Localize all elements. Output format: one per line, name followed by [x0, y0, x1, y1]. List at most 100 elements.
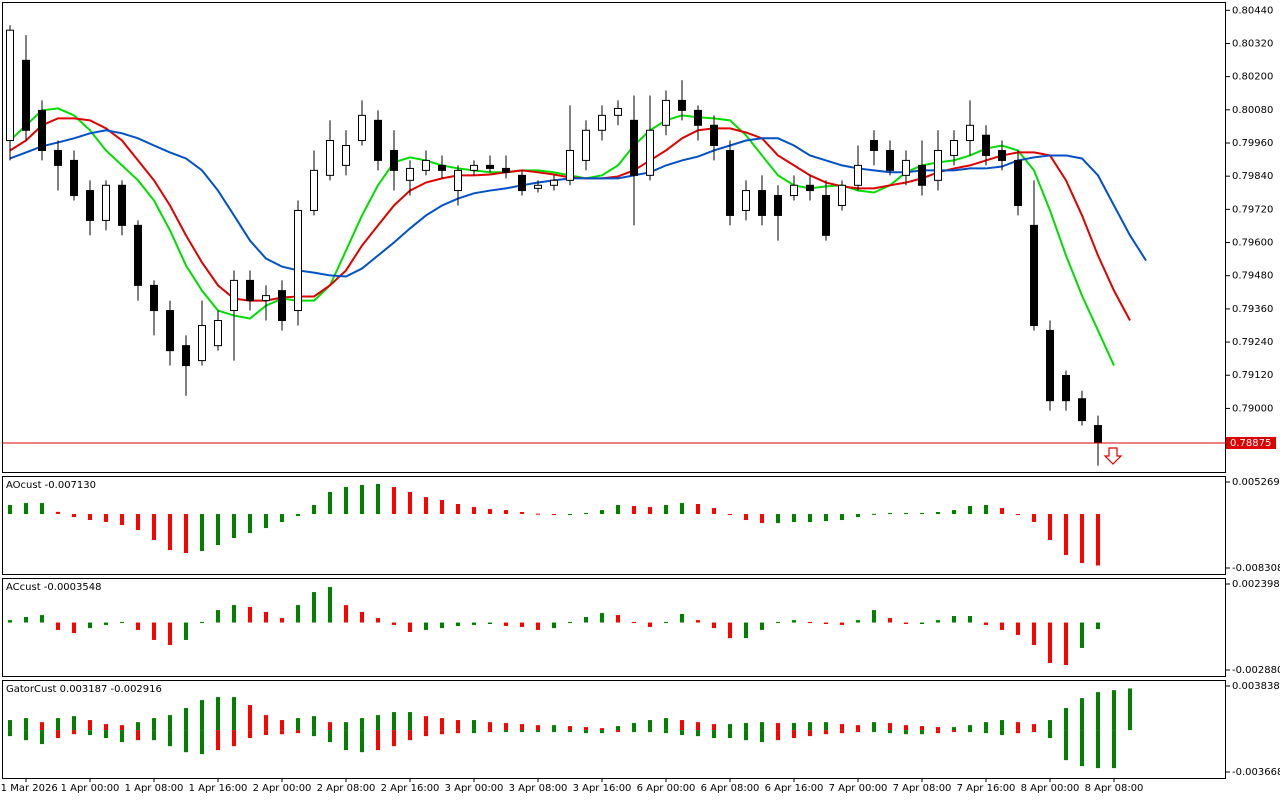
histogram-bar [216, 697, 220, 731]
candle-body [758, 190, 766, 216]
histogram-bar [424, 622, 428, 630]
histogram-bar [888, 723, 892, 731]
histogram-bar [1080, 730, 1084, 767]
histogram-bar [168, 715, 172, 731]
histogram-bar [792, 730, 796, 739]
histogram-bar [744, 514, 748, 521]
histogram-bar [504, 730, 508, 733]
histogram-bar [840, 622, 844, 625]
panel-title: GatorCust 0.003187 -0.002916 [6, 684, 162, 695]
histogram-bar [760, 730, 764, 743]
candle-body [918, 164, 926, 186]
histogram-bar [8, 505, 12, 515]
histogram-bar [72, 730, 76, 735]
candle-body [646, 129, 654, 176]
histogram-bar [504, 622, 508, 627]
histogram-bar [264, 514, 268, 529]
candle-body [886, 149, 894, 171]
candle-body [438, 164, 446, 171]
candle-body [422, 159, 430, 171]
histogram-bar [280, 618, 284, 623]
histogram-bar [440, 500, 444, 515]
histogram-bar [408, 622, 412, 632]
candle-body [262, 295, 270, 302]
candle-body [790, 184, 798, 197]
histogram-bar [456, 503, 460, 515]
histogram-bar [248, 705, 252, 731]
histogram-bar [1064, 730, 1068, 761]
histogram-bar [376, 484, 380, 515]
candle-body [582, 129, 590, 161]
histogram-bar [936, 512, 940, 515]
histogram-bar [856, 725, 860, 731]
histogram-bar [440, 718, 444, 731]
histogram-bar [296, 514, 300, 517]
y-tick-label: 0.79480 [1232, 271, 1273, 282]
y-tick-label: -0.0028809 [1232, 665, 1280, 676]
x-tick-label: 2 Apr 08:00 [317, 783, 376, 794]
candle-body [534, 184, 542, 189]
histogram-bar [872, 722, 876, 731]
histogram-bar [264, 715, 268, 731]
x-tick-label: 2 Apr 00:00 [253, 783, 312, 794]
y-tick-label: 0.0023983 [1232, 579, 1280, 590]
candle-body [246, 279, 254, 302]
candle-body [118, 184, 126, 226]
y-tick-label: 0.005269 [1232, 477, 1280, 488]
candle-body [1014, 159, 1022, 206]
x-tick-label: 7 Apr 08:00 [893, 783, 952, 794]
histogram-bar [152, 514, 156, 541]
histogram-bar [40, 722, 44, 731]
histogram-bar [1048, 622, 1052, 663]
histogram-bar [696, 730, 700, 737]
histogram-bar [648, 730, 652, 733]
histogram-bar [8, 720, 12, 731]
histogram-bar [680, 720, 684, 731]
histogram-bar [728, 622, 732, 639]
histogram-bar [792, 620, 796, 623]
histogram-bar [808, 722, 812, 731]
histogram-bar [24, 503, 28, 515]
price-label: 0.78875 [1230, 438, 1271, 449]
candle-body [6, 29, 14, 142]
histogram-bar [728, 514, 732, 516]
histogram-bar [632, 506, 636, 515]
candle-body [822, 195, 830, 236]
histogram-bar [1016, 722, 1020, 731]
histogram-bar [280, 730, 284, 735]
sell-arrow [1103, 447, 1123, 465]
histogram-bar [328, 587, 332, 623]
histogram-bar [408, 730, 412, 741]
histogram-bar [136, 622, 140, 630]
histogram-bar [920, 513, 924, 515]
histogram-bar [520, 724, 524, 731]
histogram-bar [120, 730, 124, 743]
histogram-bar [120, 725, 124, 731]
x-tick-label: 1 Apr 08:00 [125, 783, 184, 794]
histogram-bar [728, 730, 732, 739]
candle-body [54, 149, 62, 166]
histogram-bar [264, 611, 268, 623]
y-tick-label: 0.80320 [1232, 38, 1273, 49]
y-tick-label: 0.79840 [1232, 171, 1273, 182]
candle-body [502, 167, 510, 173]
x-tick-label: 6 Apr 16:00 [765, 783, 824, 794]
histogram-bar [104, 730, 108, 739]
histogram-bar [952, 730, 956, 733]
candle-body [38, 109, 46, 151]
histogram-bar [824, 514, 828, 522]
histogram-bar [1000, 730, 1004, 736]
histogram-bar [760, 514, 764, 524]
histogram-bar [824, 730, 828, 735]
histogram-bar [936, 620, 940, 623]
candle-body [1094, 425, 1102, 444]
histogram-bar [600, 730, 604, 734]
histogram-bar [808, 730, 812, 737]
y-tick-label: 0.79600 [1232, 238, 1273, 249]
histogram-bar [232, 514, 236, 538]
histogram-bar [88, 720, 92, 731]
histogram-bar [344, 605, 348, 623]
x-tick-label: 1 Apr 00:00 [61, 783, 120, 794]
histogram-bar [376, 715, 380, 731]
histogram-bar [56, 511, 60, 515]
